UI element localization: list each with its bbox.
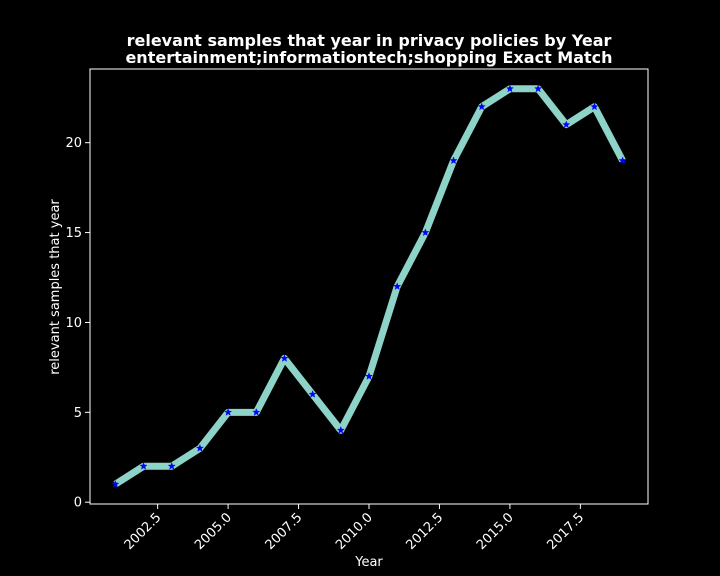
data-point-marker (195, 443, 205, 452)
data-point-marker (223, 408, 233, 416)
chart-title: relevant samples that year in privacy po… (127, 31, 612, 50)
data-point-marker (533, 84, 543, 93)
series-line (113, 85, 626, 488)
data-point-marker (336, 425, 345, 434)
data-point-marker (252, 408, 261, 416)
y-tick-label: 0 (74, 496, 82, 511)
data-point-marker (364, 372, 374, 380)
x-tick-label: 2007.5 (263, 510, 306, 553)
data-point-marker (111, 479, 120, 488)
y-tick-label: 15 (65, 226, 82, 241)
x-tick-label: 2015.0 (474, 510, 517, 553)
x-tick-label: 2010.0 (333, 510, 376, 553)
x-tick-label: 2012.5 (404, 510, 447, 553)
x-tick-label: 2002.5 (122, 510, 165, 553)
data-point-marker (280, 354, 289, 362)
axes-frame (89, 68, 649, 505)
x-tick-label: 2005.0 (192, 510, 235, 553)
y-axis: 0 5 10 15 20 (65, 136, 90, 511)
y-axis-label: relevant samples that year (48, 199, 63, 375)
y-tick-label: 10 (65, 316, 82, 331)
chart-subtitle: entertainment;informationtech;shopping E… (125, 48, 612, 67)
data-point-marker (477, 102, 486, 111)
data-point-marker (590, 102, 599, 111)
data-point-marker (562, 120, 571, 129)
data-point-marker (618, 156, 627, 165)
y-tick-label: 20 (65, 136, 82, 151)
y-tick-label: 5 (74, 406, 82, 421)
data-point-marker (505, 84, 515, 93)
data-point-marker (449, 156, 458, 165)
plot-area (89, 68, 649, 505)
x-axis-label: Year (354, 555, 383, 570)
x-axis: 2002.5 2005.0 2007.5 2010.0 2012.5 2015.0 2017… (122, 504, 587, 553)
series-group (111, 84, 627, 488)
data-point-marker (167, 461, 176, 470)
data-point-marker (421, 228, 430, 237)
data-point-marker (393, 282, 402, 290)
x-tick-label: 2017.5 (544, 510, 587, 553)
data-point-marker (308, 390, 317, 398)
data-point-marker (139, 461, 148, 470)
